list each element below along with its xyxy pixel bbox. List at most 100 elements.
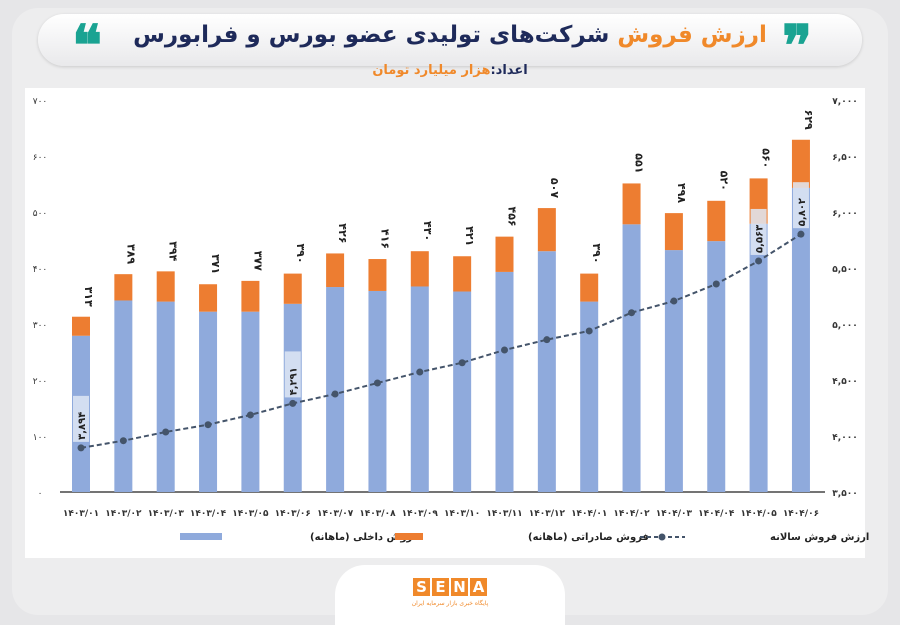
bar-total-label: ۵۲۰ — [717, 171, 730, 191]
bar-total-label: ۳۹۴ — [167, 241, 180, 261]
x-axis-tick: ۱۴۰۳/۰۹ — [402, 509, 439, 519]
line-point — [416, 368, 424, 376]
bar-total-label: ۵۶۰ — [760, 148, 773, 168]
bar-export — [72, 316, 90, 336]
left-axis-tick: ۱۰۰ — [33, 433, 48, 443]
right-axis-tick: ۵,۵۰۰ — [832, 265, 857, 275]
bar-domestic — [707, 241, 726, 492]
line-point — [119, 437, 127, 445]
right-axis-tick: ۴,۵۰۰ — [832, 377, 857, 387]
x-axis-tick: ۱۴۰۳/۰۵ — [232, 509, 269, 519]
bar-total-label: ۳۷۱ — [209, 254, 222, 274]
line-value-label: ۵,۸۰۲ — [797, 198, 808, 226]
subtitle-label: اعداد: — [490, 63, 528, 78]
left-axis-tick: ۶۰۰ — [33, 153, 48, 163]
bar-total-label: ۴۱۶ — [378, 229, 391, 249]
bar-export — [707, 200, 726, 242]
bar-export — [453, 256, 472, 292]
x-axis-tick: ۱۴۰۳/۰۷ — [317, 509, 354, 519]
bar-export — [368, 259, 387, 291]
bar-domestic — [749, 223, 768, 492]
title-banner — [38, 14, 862, 66]
open-quote-icon: ❝ — [72, 13, 103, 79]
left-axis-tick: ۷۰۰ — [33, 97, 48, 107]
bar-domestic — [114, 300, 133, 492]
x-axis-tick: ۱۴۰۳/۰۳ — [148, 509, 185, 519]
x-axis-tick: ۱۴۰۳/۰۶ — [275, 509, 311, 519]
bar-domestic — [664, 250, 683, 492]
line-annual-sales — [80, 233, 802, 449]
bar-total-label: ۵۰۷ — [548, 178, 561, 198]
line-point — [543, 336, 551, 344]
left-axis-tick: ۳۰۰ — [33, 321, 48, 331]
bar-export — [283, 273, 302, 304]
x-axis-tick: ۱۴۰۳/۰۴ — [190, 509, 227, 519]
bar-export — [580, 273, 599, 302]
line-value-label: ۵,۵۶۳ — [755, 225, 766, 253]
x-axis-tick: ۱۴۰۴/۰۲ — [613, 509, 650, 519]
bar-export — [622, 183, 641, 225]
bar-total-label: ۳۷۷ — [251, 251, 264, 271]
line-point — [712, 280, 720, 288]
line-point — [755, 257, 763, 265]
bar-export — [156, 271, 175, 302]
line-point — [331, 390, 339, 398]
x-axis-tick: ۱۴۰۳/۰۱ — [63, 509, 99, 519]
bar-domestic — [241, 311, 260, 492]
bar-domestic — [791, 187, 810, 493]
bar-export — [537, 208, 556, 252]
x-axis-tick: ۱۴۰۳/۰۸ — [359, 509, 396, 519]
bar-export — [114, 274, 133, 301]
x-axis-tick: ۱۴۰۴/۰۳ — [656, 509, 693, 519]
page-title: ارزش فروش شرکت‌های تولیدی عضو بورس و فرا… — [0, 22, 900, 48]
bar-total-label: ۴۵۶ — [506, 206, 519, 226]
line-value-label: ۴,۲۹۱ — [289, 367, 300, 395]
bar-export — [664, 213, 683, 251]
legend-label-export: فروش صادراتی (ماهانه) — [528, 532, 649, 543]
bar-domestic — [537, 251, 556, 492]
bar-domestic — [199, 311, 218, 492]
line-label-box — [73, 395, 89, 442]
bar-total-label: ۴۲۱ — [463, 226, 476, 246]
line-point — [204, 421, 212, 429]
line-label-box — [750, 208, 767, 255]
bar-domestic — [283, 303, 302, 492]
right-axis-tick: ۶,۰۰۰ — [832, 209, 857, 219]
line-label-box — [284, 351, 301, 398]
right-axis-tick: ۵,۰۰۰ — [832, 321, 857, 331]
right-axis-tick: ۳,۵۰۰ — [832, 489, 857, 499]
x-axis-tick: ۱۴۰۴/۰۶ — [783, 509, 819, 519]
left-axis-tick: ۲۰۰ — [33, 377, 48, 387]
x-axis-tick: ۱۴۰۳/۱۰ — [444, 509, 480, 519]
bar-domestic — [622, 224, 641, 492]
line-point — [628, 309, 636, 317]
bar-domestic — [495, 271, 514, 492]
right-axis-tick: ۶,۵۰۰ — [832, 153, 857, 163]
legend-marker-annual — [658, 533, 666, 541]
legend-label-annual: ارزش فروش سالانه — [770, 532, 869, 543]
bar-export — [241, 280, 260, 312]
bar-export — [326, 253, 345, 288]
line-point — [77, 444, 85, 452]
line-point — [585, 327, 593, 335]
x-axis-tick: ۱۴۰۴/۰۱ — [571, 509, 607, 519]
left-axis-tick: ۵۰۰ — [33, 209, 48, 219]
bar-domestic — [156, 301, 175, 492]
left-axis-tick: ۰ — [38, 489, 43, 499]
left-axis-tick: ۴۰۰ — [33, 265, 48, 275]
bar-export — [495, 236, 514, 272]
bar-domestic — [326, 287, 345, 492]
line-value-label: ۳,۸۹۴ — [77, 412, 88, 440]
legend-label-domestic: فروش داخلی (ماهانه) — [310, 532, 419, 543]
line-point — [458, 359, 466, 367]
bar-total-label: ۳۱۳ — [82, 287, 95, 307]
bar-domestic — [368, 290, 387, 492]
right-axis-tick: ۷,۰۰۰ — [832, 97, 857, 107]
subtitle-unit: هزار میلیارد تومان — [372, 63, 491, 78]
bar-total-label: ۵۵۱ — [633, 153, 646, 173]
x-axis-tick: ۱۴۰۴/۰۴ — [698, 509, 735, 519]
logo-tagline: پایگاه خبری بازار سرمایه ایران — [411, 600, 489, 607]
x-axis-tick: ۱۴۰۳/۱۲ — [529, 509, 566, 519]
